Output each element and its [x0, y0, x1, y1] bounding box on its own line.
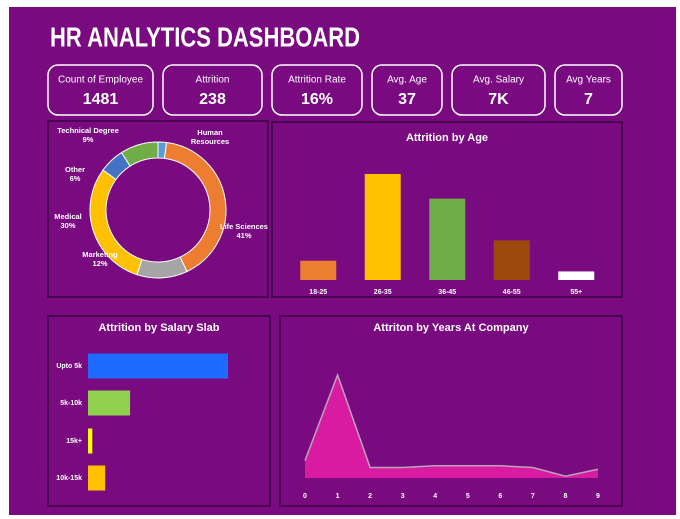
y-tick-label: 5k-10k [60, 400, 82, 407]
x-tick-label: 6 [498, 493, 502, 500]
bar [300, 260, 337, 280]
chart-title: Attrition by Age [406, 132, 488, 144]
donut-label-name: Other [64, 165, 85, 174]
dashboard-title: HR ANALYTICS DASHBOARD [50, 21, 360, 52]
bar [429, 198, 466, 280]
kpi-value: 1481 [83, 91, 119, 108]
area-line [304, 372, 599, 478]
bar [88, 428, 93, 454]
kpi-value: 37 [398, 91, 416, 108]
kpi-value: 7 [584, 91, 593, 108]
x-tick-label: 4 [433, 493, 437, 500]
x-tick-label: 3 [401, 493, 405, 500]
kpi-label: Avg. Age [387, 75, 427, 86]
donut-label-name: Human Resources [190, 128, 230, 146]
kpi-label: Count of Employee [58, 75, 143, 86]
donut-label: Human Resources [178, 128, 242, 146]
x-tick-label: 5 [466, 493, 470, 500]
y-tick-label: 10k-15k [56, 475, 82, 482]
x-tick-label: 46-55 [503, 289, 521, 296]
kpi-value: 16% [301, 91, 333, 108]
donut-label: Life Sciences 41% [212, 222, 276, 240]
x-tick-label: 2 [368, 493, 372, 500]
x-tick-label: 0 [303, 493, 307, 500]
donut-label-value: 9% [82, 135, 94, 144]
kpi-card [271, 64, 363, 116]
x-tick-label: 18-25 [309, 289, 327, 296]
x-tick-label: 36-45 [438, 289, 456, 296]
kpi-label: Avg Years [566, 75, 611, 86]
donut-label: Other 6% [43, 165, 107, 183]
panel [279, 315, 623, 507]
kpi-card [451, 64, 546, 116]
donut-label-value: 12% [92, 259, 108, 268]
bar [88, 465, 106, 491]
chart-title: Attrition by Salary Slab [98, 322, 219, 334]
kpi-label: Attrition Rate [288, 75, 346, 86]
panel [271, 121, 623, 298]
donut-slice [120, 141, 159, 167]
panels [47, 120, 623, 507]
donut-label-name: Marketing [82, 250, 118, 259]
donut-label-value: 30% [60, 221, 76, 230]
bar [558, 271, 595, 280]
kpi-card [47, 64, 154, 116]
x-tick-label: 9 [596, 493, 600, 500]
x-tick-label: 55+ [570, 289, 582, 296]
kpi-value: 238 [199, 91, 226, 108]
donut-label-value: 41% [236, 231, 252, 240]
donut-label: Medical 30% [36, 212, 100, 230]
y-tick-label: Upto 5k [56, 363, 82, 370]
y-tick-label: 15k+ [66, 438, 82, 445]
donut-label-value: 6% [69, 174, 81, 183]
panel [47, 120, 269, 298]
x-tick-label: 1 [336, 493, 340, 500]
donut-label-name: Medical [54, 212, 82, 221]
bar [88, 390, 131, 416]
kpi-card [162, 64, 263, 116]
donut-label: Marketing 12% [68, 250, 132, 268]
donut-label: Technical Degree 9% [56, 126, 120, 144]
x-tick-label: 7 [531, 493, 535, 500]
donut-label-name: Technical Degree [57, 126, 119, 135]
kpi-value: 7K [488, 91, 509, 108]
panel [47, 315, 271, 507]
bar [88, 353, 228, 379]
kpi-card [554, 64, 623, 116]
donut-label-name: Life Sciences [220, 222, 268, 231]
x-tick-label: 26-35 [374, 289, 392, 296]
kpi-label: Attrition [196, 75, 230, 86]
kpi-label: Avg. Salary [473, 75, 524, 86]
chart-title: Attriton by Years At Company [373, 322, 529, 334]
bar [493, 240, 530, 280]
bar [364, 174, 401, 280]
x-tick-label: 8 [563, 493, 567, 500]
kpi-card [371, 64, 443, 116]
